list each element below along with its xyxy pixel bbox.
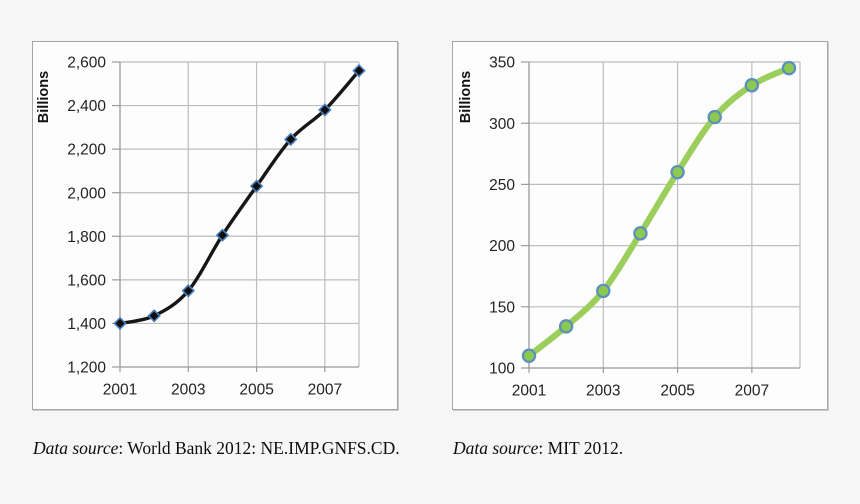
y-tick-label: 2,200 [67, 142, 106, 159]
imports-chart-panel: 1,200 1,400 1,600 1,800 2,000 2,200 2,400 2,600… [32, 41, 398, 410]
x-tick-label: 2001 [103, 382, 137, 399]
x-tick-label: 2005 [660, 383, 694, 400]
data-point-marker [352, 63, 366, 78]
y-tick-label: 2,400 [67, 98, 106, 115]
y-tick-label: 1,600 [67, 272, 106, 289]
data-point-marker [670, 164, 685, 180]
y-tick-label: 2,600 [67, 55, 106, 72]
x-tick-label: 2003 [586, 383, 620, 400]
data-point-marker [596, 283, 611, 299]
data-point-marker [181, 284, 196, 298]
data-point-marker [249, 179, 264, 193]
caption-mit: Data source: MIT 2012. [453, 438, 623, 459]
world-bank-line-chart: 1,200 1,400 1,600 1,800 2,000 2,200 2,400 2,600… [36, 55, 366, 399]
caption-source-label: Data source [33, 438, 119, 458]
data-point-marker [633, 226, 648, 241]
y-tick-label: 350 [489, 55, 515, 72]
data-point-marker [215, 228, 230, 242]
mit-chart-panel: 100 150 200 250 300 350 2001 2003 2005 2007 Billio… [452, 41, 828, 410]
data-point-marker [318, 103, 332, 117]
data-point-marker [113, 316, 127, 331]
x-tick-label: 2007 [735, 383, 769, 400]
y-tick-label: 250 [489, 177, 515, 194]
y-tick-label: 2,000 [67, 185, 106, 202]
data-point-marker [283, 132, 298, 147]
y-tick-label: 1,200 [67, 360, 106, 377]
data-point-marker [558, 319, 574, 334]
y-tick-label: 1,800 [67, 229, 106, 246]
caption-source-label: Data source [453, 438, 539, 458]
x-tick-label: 2003 [171, 382, 205, 399]
x-tick-label: 2001 [512, 383, 546, 400]
data-point-marker [744, 78, 760, 93]
x-tick-label: 2005 [239, 382, 273, 399]
x-tick-label: 2007 [308, 382, 342, 399]
y-tick-label: 300 [489, 116, 515, 133]
caption-world-bank: Data source: World Bank 2012: NE.IMP.GNF… [33, 438, 400, 459]
y-axis-title: Billions [458, 71, 474, 123]
y-tick-label: 150 [489, 299, 515, 316]
data-line [525, 65, 793, 359]
mit-line-chart: 100 150 200 250 300 350 2001 2003 2005 2007 Billio… [458, 55, 801, 400]
data-point-marker [521, 348, 537, 363]
y-tick-label: 1,400 [67, 316, 106, 333]
y-tick-label: 200 [489, 238, 515, 255]
caption-source-text: : World Bank 2012: NE.IMP.GNFS.CD. [118, 438, 400, 458]
caption-source-text: : MIT 2012. [538, 438, 624, 458]
data-point-marker [147, 309, 161, 323]
data-point-marker [707, 109, 722, 125]
y-axis-title: Billions [36, 71, 52, 123]
data-point-marker [781, 60, 797, 76]
y-tick-label: 100 [489, 361, 515, 378]
